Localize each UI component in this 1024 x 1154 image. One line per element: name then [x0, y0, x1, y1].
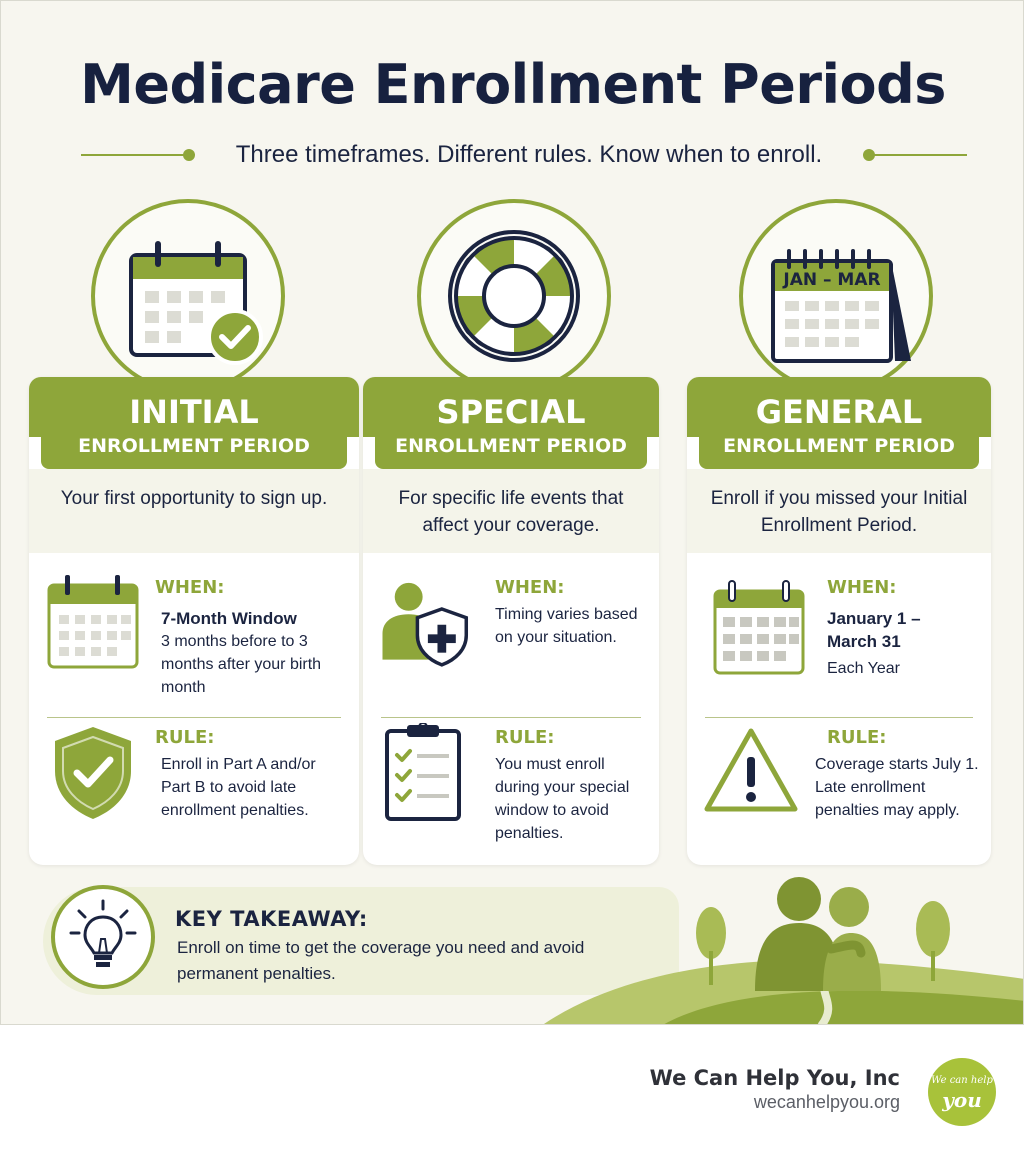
when-emphasis: 7-Month Window: [161, 609, 297, 628]
card-title: INITIAL: [129, 393, 259, 431]
rule-section: RULE: You must enroll during your specia…: [363, 723, 659, 853]
rule-label: RULE:: [495, 727, 555, 748]
card-description: Enroll if you missed your Initial Enroll…: [710, 488, 968, 536]
life-ring-icon: [417, 199, 611, 393]
initial-enrollment-card: INITIAL ENROLLMENT PERIOD Your first opp…: [29, 377, 359, 865]
when-emphasis: January 1 – March 31: [827, 609, 921, 651]
rule-text: Coverage starts July 1. Late enrollment …: [815, 756, 979, 819]
company-url: wecanhelpyou.org: [753, 1092, 900, 1112]
shield-check-icon: [55, 727, 131, 819]
card-description: For specific life events that affect you…: [398, 488, 624, 536]
logo-text-top: We can help: [931, 1075, 993, 1086]
when-text: Each Year: [827, 660, 900, 677]
subtitle-dot-left: [183, 149, 195, 161]
when-label: WHEN:: [495, 577, 565, 598]
when-label: WHEN:: [827, 577, 897, 598]
section-divider: [381, 717, 641, 718]
description-band: [29, 469, 359, 553]
when-section: WHEN: 7-Month Window 3 months before to …: [29, 573, 359, 703]
calendar-check-icon: [91, 199, 285, 393]
when-section: WHEN: Timing varies based on your situat…: [363, 573, 659, 703]
card-title: SPECIAL: [436, 393, 586, 431]
description-band: [687, 469, 991, 553]
subtitle-line-left: [81, 154, 185, 156]
calendar-header-label: JAN – MAR: [782, 270, 880, 290]
company-name: We Can Help You, Inc: [649, 1066, 900, 1090]
card-banner-tab: [699, 427, 979, 469]
card-banner-tab: [375, 427, 647, 469]
when-section: WHEN: January 1 – March 31 Each Year: [687, 573, 991, 703]
card-description: Your first opportunity to sign up.: [60, 488, 328, 509]
rule-label: RULE:: [155, 727, 215, 748]
card-banner-tab: [41, 427, 347, 469]
subtitle-dot-right: [863, 149, 875, 161]
infographic-canvas: Medicare Enrollment Periods Three timefr…: [0, 0, 1024, 1025]
couple-landscape-illustration: [544, 877, 1023, 1024]
page-subtitle: Three timeframes. Different rules. Know …: [235, 141, 823, 168]
rule-section: RULE: Enroll in Part A and/or Part B to …: [29, 723, 359, 853]
calendar-icon: [713, 580, 805, 675]
description-band: [363, 469, 659, 553]
section-divider: [705, 717, 973, 718]
special-enrollment-card: SPECIAL ENROLLMENT PERIOD For specific l…: [363, 377, 659, 865]
warning-icon: [704, 728, 798, 812]
key-takeaway-box: KEY TAKEAWAY: Enroll on time to get the …: [43, 885, 679, 995]
calendar-icon: [47, 575, 139, 669]
card-subtitle: ENROLLMENT PERIOD: [723, 435, 955, 457]
when-label: WHEN:: [155, 577, 225, 598]
person-shield-icon: [382, 582, 469, 667]
clipboard-checklist-icon: [385, 723, 461, 821]
rule-section: RULE: Coverage starts July 1. Late enrol…: [687, 723, 991, 853]
subtitle-line-right: [871, 154, 967, 156]
takeaway-text: Enroll on time to get the coverage you n…: [177, 938, 585, 983]
when-text: Timing varies based on your situation.: [495, 606, 638, 646]
rule-text: You must enroll during your special wind…: [495, 756, 630, 842]
page-title: Medicare Enrollment Periods: [80, 53, 946, 116]
tree-right: [916, 901, 950, 981]
desk-calendar-icon: JAN – MAR: [739, 199, 933, 393]
takeaway-title: KEY TAKEAWAY:: [175, 907, 368, 931]
card-title: GENERAL: [755, 393, 923, 431]
company-logo: We can help you: [928, 1058, 996, 1126]
when-text: 3 months before to 3 months after your b…: [161, 633, 322, 696]
general-enrollment-card: GENERAL ENROLLMENT PERIOD Enroll if you …: [687, 377, 991, 865]
card-subtitle: ENROLLMENT PERIOD: [78, 435, 310, 457]
tree-left: [696, 907, 726, 985]
subtitle-row: Three timeframes. Different rules. Know …: [81, 139, 967, 171]
card-subtitle: ENROLLMENT PERIOD: [395, 435, 627, 457]
rule-label: RULE:: [827, 727, 887, 748]
lightbulb-icon: [51, 885, 155, 989]
rule-text: Enroll in Part A and/or Part B to avoid …: [161, 756, 316, 819]
section-divider: [47, 717, 341, 718]
logo-text-bottom: you: [942, 1088, 982, 1112]
